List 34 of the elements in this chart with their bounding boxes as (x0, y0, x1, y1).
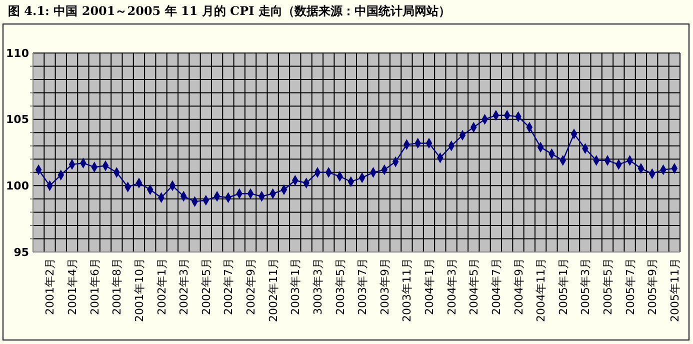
x-tick-label: 2005年5月 (601, 258, 614, 315)
x-tick-label: 2001年10月 (132, 258, 146, 322)
x-tick-label: 2002年7月 (222, 258, 236, 315)
x-tick-label: 2004年5月 (468, 258, 481, 315)
x-tick-label: 2003年7月 (356, 258, 370, 315)
x-tick-label: 2004年3月 (445, 258, 458, 315)
x-tick-label: 2002年11月 (266, 258, 280, 322)
x-tick-label: 2004年7月 (490, 258, 503, 315)
x-tick-label: 2003年11月 (400, 258, 414, 322)
x-tick-label: 2005年1月 (556, 258, 570, 315)
x-tick-label: 2001年8月 (110, 258, 124, 315)
x-tick-label: 2002年1月 (155, 258, 168, 315)
x-tick-label: 2005年7月 (624, 258, 637, 315)
y-tick-label: 110 (6, 46, 30, 60)
y-tick-label: 95 (14, 246, 29, 259)
x-tick-label: 2005年11月 (668, 258, 682, 322)
x-tick-label: 2004年11月 (534, 258, 548, 322)
y-tick-label: 105 (6, 113, 29, 126)
x-tick-label: 2003年5月 (334, 258, 347, 315)
y-tick-label: 100 (6, 180, 30, 193)
chart-title: 图 4.1: 中国 2001～2005 年 11 月的 CPI 走向（数据来源：中国统计局网站） (8, 4, 450, 18)
x-tick-label: 2005年9月 (646, 258, 660, 315)
x-tick-label: 2005年3月 (579, 258, 592, 315)
x-tick-label: 3003年3月 (311, 258, 324, 315)
x-tick-label: 2002年5月 (200, 258, 213, 315)
x-tick-label: 2003年1月 (289, 258, 302, 315)
x-tick-label: 2001年6月 (88, 258, 102, 315)
x-tick-label: 2001年4月 (66, 258, 80, 315)
x-tick-label: 2004年9月 (512, 258, 526, 315)
x-tick-label: 2003年9月 (378, 258, 392, 315)
x-tick-label: 2002年9月 (244, 258, 258, 315)
x-tick-label: 2004年1月 (423, 258, 436, 315)
x-tick-label: 2001年2月 (44, 258, 57, 315)
x-tick-label: 2002年3月 (178, 258, 191, 315)
